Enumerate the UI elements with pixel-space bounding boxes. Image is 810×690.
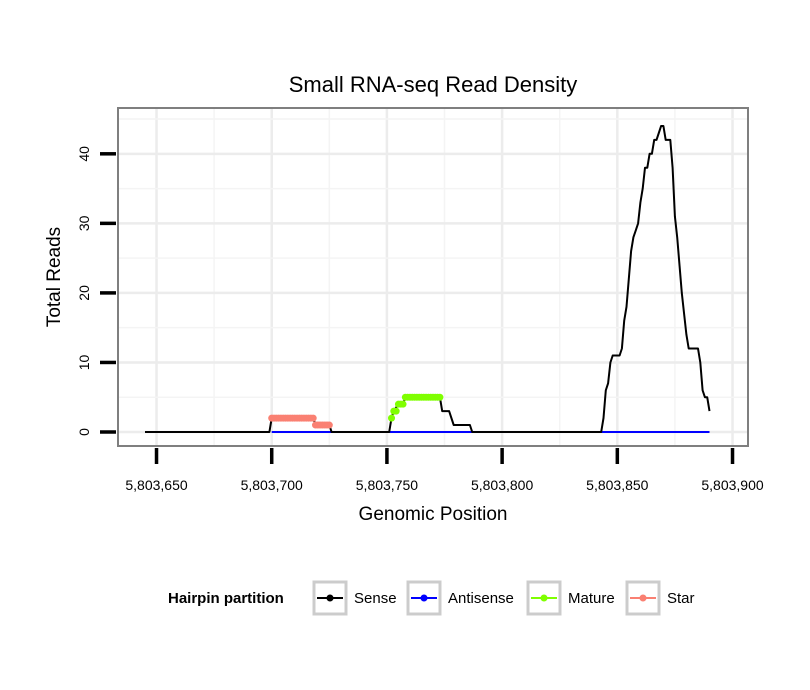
legend-label: Sense — [354, 590, 397, 607]
y-axis-title: Total Reads — [44, 227, 65, 327]
legend-key-point — [540, 594, 548, 602]
mature-point — [392, 407, 400, 415]
mature-point — [388, 414, 396, 422]
star-point — [325, 421, 333, 429]
x-axis-title: Genomic Position — [359, 504, 508, 525]
y-tick-label: 10 — [76, 354, 92, 370]
legend-label: Mature — [568, 590, 615, 607]
legend-key-point — [326, 594, 334, 602]
mature-point — [436, 393, 444, 401]
star-point — [309, 414, 317, 422]
legend-title: Hairpin partition — [168, 590, 284, 607]
legend-item-antisense: Antisense — [406, 580, 514, 616]
y-tick-label: 40 — [76, 146, 92, 162]
x-tick-label: 5,803,750 — [356, 477, 418, 493]
legend: Hairpin partition Sense Antisense Mature St… — [168, 580, 695, 616]
y-tick-label: 30 — [76, 215, 92, 231]
legend-label: Antisense — [448, 590, 514, 607]
chart-title: Small RNA-seq Read Density — [289, 72, 578, 97]
mature-point — [399, 400, 407, 408]
x-tick-label: 5,803,800 — [471, 477, 533, 493]
plot-panel — [117, 107, 749, 447]
x-tick-label: 5,803,650 — [125, 477, 187, 493]
grid — [119, 109, 747, 445]
x-tick-label: 5,803,900 — [701, 477, 763, 493]
legend-item-mature: Mature — [526, 580, 615, 616]
y-tick-label: 20 — [76, 285, 92, 301]
y-tick-label: 0 — [76, 428, 92, 436]
x-tick-label: 5,803,700 — [241, 477, 303, 493]
legend-item-sense: Sense — [312, 580, 397, 616]
axes: 5,803,650 5,803,700 5,803,750 5,803,800 5,80… — [76, 146, 764, 493]
legend-item-star: Star — [625, 580, 695, 616]
legend-key-point — [420, 594, 428, 602]
x-tick-label: 5,803,850 — [586, 477, 648, 493]
series-layer — [145, 125, 711, 433]
legend-label: Star — [667, 590, 695, 607]
legend-key-point — [639, 594, 647, 602]
